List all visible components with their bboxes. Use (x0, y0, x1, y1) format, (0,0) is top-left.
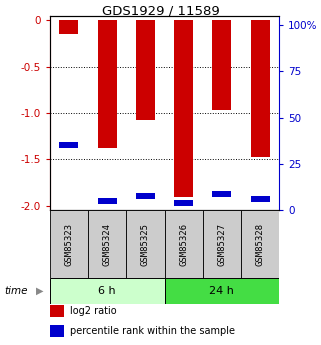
Text: ▶: ▶ (36, 286, 43, 296)
Text: 24 h: 24 h (210, 286, 234, 296)
Bar (50, 305, 64, 317)
Bar (174, 20, 193, 197)
Text: log2 ratio: log2 ratio (70, 306, 117, 316)
Bar (50, 325, 64, 337)
Bar (98, 198, 117, 204)
Bar (59, 142, 78, 148)
Bar (251, 196, 270, 202)
Text: GSM85326: GSM85326 (179, 223, 188, 266)
Bar (136, 20, 155, 120)
Text: GSM85324: GSM85324 (103, 223, 112, 266)
Bar (212, 20, 231, 110)
Text: GDS1929 / 11589: GDS1929 / 11589 (102, 4, 219, 17)
Bar (251, 20, 270, 157)
Bar (98, 20, 117, 148)
Text: GSM85323: GSM85323 (65, 223, 74, 266)
Bar (174, 200, 193, 206)
Bar (164, 210, 203, 278)
Bar (126, 210, 164, 278)
Bar (88, 210, 126, 278)
Bar (50, 278, 164, 304)
Bar (241, 210, 279, 278)
Text: GSM85327: GSM85327 (217, 223, 226, 266)
Text: GSM85325: GSM85325 (141, 223, 150, 266)
Bar (59, 20, 78, 34)
Bar (50, 210, 88, 278)
Bar (164, 278, 279, 304)
Text: time: time (4, 286, 28, 296)
Text: GSM85328: GSM85328 (256, 223, 265, 266)
Text: 6 h: 6 h (98, 286, 116, 296)
Text: percentile rank within the sample: percentile rank within the sample (70, 326, 235, 336)
Bar (203, 210, 241, 278)
Bar (136, 193, 155, 199)
Bar (212, 191, 231, 197)
